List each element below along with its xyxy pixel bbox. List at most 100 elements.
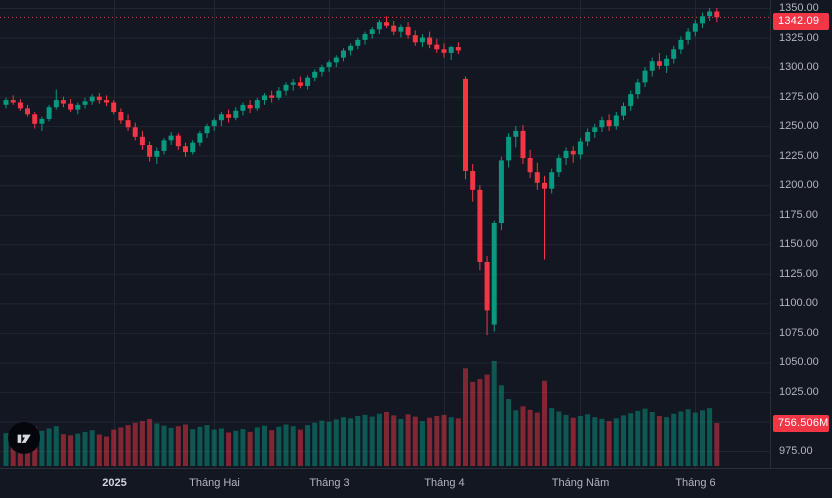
candle: [190, 140, 196, 155]
candle: [147, 141, 153, 162]
candle: [175, 133, 181, 150]
price-tick-label: 1150.00: [779, 238, 818, 251]
volume-bar: [434, 416, 440, 466]
volume-bar: [333, 419, 339, 466]
candlestick-chart[interactable]: [0, 0, 771, 468]
volume-bar: [391, 415, 397, 466]
volume-bar: [613, 418, 619, 466]
volume-bar: [592, 417, 598, 466]
volume-bar: [491, 360, 497, 466]
candle: [599, 116, 605, 132]
candle: [570, 146, 576, 163]
volume-bar: [369, 416, 375, 466]
volume-bar: [197, 426, 203, 466]
candle: [75, 102, 81, 115]
candle: [290, 78, 296, 91]
candle: [463, 76, 468, 180]
candle: [405, 22, 411, 39]
volume-bar: [96, 434, 102, 466]
volume-bar: [46, 428, 52, 466]
candle: [448, 45, 454, 60]
candle: [678, 36, 684, 55]
volume-bar: [384, 412, 389, 466]
candle: [635, 78, 641, 99]
candle: [168, 132, 174, 145]
volume-bar: [441, 414, 447, 466]
volume-bar: [218, 428, 224, 466]
volume-bar: [628, 413, 634, 466]
candle: [470, 163, 476, 202]
volume-bar: [649, 412, 655, 466]
volume-bar: [506, 399, 512, 466]
volume-bar: [513, 410, 519, 466]
candle: [233, 107, 239, 121]
tradingview-logo[interactable]: [8, 422, 40, 454]
volume-bar: [326, 421, 332, 466]
candle: [513, 126, 519, 148]
candle: [427, 31, 433, 49]
time-axis-label: Tháng 4: [424, 477, 465, 489]
volume-bar: [161, 425, 167, 466]
price-axis[interactable]: 1342.09 756.506M 1350.00 1325.00 1300.00 12…: [770, 0, 832, 468]
volume-bar: [621, 415, 626, 466]
candle: [60, 96, 66, 108]
tradingview-logo-icon: [17, 434, 31, 443]
candle: [484, 256, 490, 336]
candle: [527, 149, 533, 179]
candle: [204, 123, 210, 138]
candle: [656, 52, 662, 70]
candle: [254, 97, 260, 111]
time-axis[interactable]: 2025 Tháng Hai Tháng 3 Tháng 4 Tháng Năm Thán…: [0, 468, 832, 498]
candle: [283, 82, 289, 96]
candle: [333, 55, 339, 68]
candle: [441, 43, 447, 58]
volume-bar: [520, 406, 526, 466]
volume-bar: [606, 421, 612, 466]
candle: [139, 130, 145, 150]
volume-bar: [463, 368, 468, 466]
volume-bar: [534, 412, 540, 466]
volume-bar: [319, 420, 325, 466]
price-tick-label: 1225.00: [779, 149, 819, 162]
candle: [577, 137, 583, 160]
volume-bar: [664, 417, 670, 466]
volume-bar: [247, 431, 253, 466]
volume-bar: [700, 410, 705, 466]
price-tick-label: 1325.00: [779, 31, 819, 44]
volume-bar: [290, 426, 296, 466]
candle: [355, 37, 361, 50]
price-tick-label: 1125.00: [779, 267, 818, 280]
candle: [297, 76, 303, 89]
candle: [96, 93, 102, 104]
last-price-badge: 1342.09: [773, 13, 829, 30]
candle: [455, 42, 461, 55]
volume-bar: [656, 416, 662, 466]
candle: [642, 67, 648, 88]
volume-bar: [190, 429, 196, 466]
volume-bar: [362, 414, 368, 466]
candle: [664, 55, 670, 73]
price-tick-label: 1275.00: [779, 90, 819, 103]
candle: [419, 34, 425, 47]
volume-bar: [269, 430, 275, 466]
candle: [585, 128, 591, 147]
candle: [685, 28, 691, 45]
volume-bar: [570, 417, 576, 466]
time-axis-label: Tháng Năm: [551, 477, 610, 489]
volume-bar: [498, 385, 504, 466]
volume-bar: [455, 418, 461, 466]
candle: [369, 26, 375, 39]
volume-badge: 756.506M: [773, 415, 829, 432]
volume-bar: [427, 417, 433, 466]
volume-bar: [68, 435, 74, 466]
candle: [606, 114, 612, 131]
candle: [104, 95, 109, 107]
candle: [671, 45, 677, 64]
candle: [17, 99, 23, 111]
time-axis-label: Tháng 6: [675, 477, 716, 489]
volume-bar: [635, 410, 641, 466]
volume-bar: [82, 431, 88, 466]
time-axis-label: Tháng 3: [309, 477, 350, 489]
volume-bar: [211, 429, 217, 466]
candle: [226, 109, 232, 123]
